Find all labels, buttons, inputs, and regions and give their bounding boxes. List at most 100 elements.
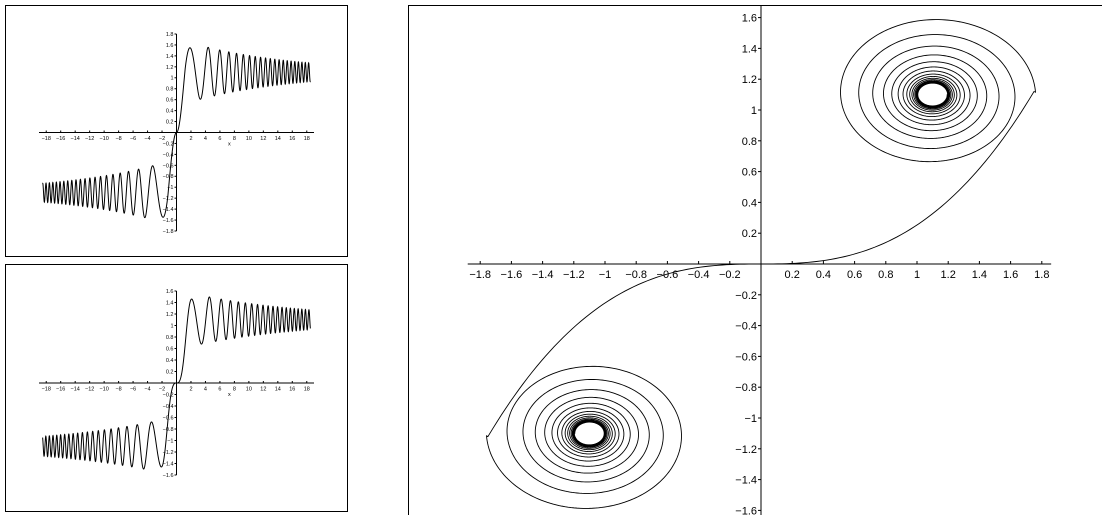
y-tick-label: −1 <box>167 185 173 191</box>
x-tick-label: −1.4 <box>532 269 554 281</box>
x-tick-label: −2 <box>159 136 165 142</box>
x-tick-label: 2 <box>189 136 192 142</box>
y-tick-label: −0.8 <box>735 382 757 394</box>
y-tick-label: −0.4 <box>735 321 757 333</box>
x-tick-label: 16 <box>289 387 295 393</box>
y-tick-label: 1.4 <box>742 43 757 55</box>
y-tick-label: −1 <box>744 413 757 425</box>
x-tick-label: −12 <box>85 136 94 142</box>
y-tick-label: 0.8 <box>166 87 174 93</box>
x-tick-label: 12 <box>260 136 266 142</box>
x-tick-label: −18 <box>42 387 51 393</box>
y-tick-label: −1.2 <box>735 444 757 456</box>
x-tick-label: 0.8 <box>878 269 893 281</box>
y-tick-label: −0.6 <box>163 163 174 169</box>
x-tick-label: 8 <box>233 136 236 142</box>
x-tick-label: 14 <box>275 387 281 393</box>
y-tick-label: −1.4 <box>163 207 174 213</box>
x-tick-label: −0.2 <box>719 269 741 281</box>
y-tick-label: 0.6 <box>166 98 174 104</box>
y-tick-label: −1.8 <box>163 229 174 235</box>
y-tick-label: 1.2 <box>166 312 174 318</box>
x-tick-label: −6 <box>130 136 136 142</box>
x-axis-label: x <box>228 392 231 398</box>
y-tick-label: 1 <box>751 105 757 117</box>
y-tick-label: 0.2 <box>166 119 174 125</box>
x-tick-label: −1.2 <box>563 269 585 281</box>
y-tick-label: 0.2 <box>742 228 757 240</box>
y-tick-label: 0.6 <box>166 346 174 352</box>
y-tick-label: −1.2 <box>163 450 174 456</box>
y-tick-label: 1 <box>170 323 173 329</box>
chart-panel-top-left: −18 −16 −14 −12 −10 −8 −6 −4 −2 2 4 6 8 10 12 14 16 18 −1.… <box>5 5 348 257</box>
x-tick-label: 18 <box>304 387 310 393</box>
y-tick-label: −0.2 <box>163 141 174 147</box>
y-tick-label: 1.6 <box>742 13 757 25</box>
x-tick-label: −1 <box>599 269 612 281</box>
x-tick-label: −0.8 <box>625 269 647 281</box>
chart-panel-phase-portrait: −1.8 −1.6 −1.4 −1.2 −1 −0.8 −0.6 −0.4 −0.2 0.2 0.4… <box>408 5 1102 515</box>
x-tick-label: −16 <box>56 136 65 142</box>
chart-top-left: −18 −16 −14 −12 −10 −8 −6 −4 −2 2 4 6 8 10 12 14 16 18 −1.… <box>39 32 314 235</box>
x-tick-label: −4 <box>144 136 150 142</box>
x-tick-label: −0.4 <box>688 269 710 281</box>
y-tick-label: −0.8 <box>163 174 174 180</box>
x-tick-label: 12 <box>260 387 266 393</box>
x-tick-label: −10 <box>99 387 108 393</box>
series-line <box>42 46 311 219</box>
trajectory-negative <box>485 263 754 509</box>
y-tick-label: 1.2 <box>166 65 174 71</box>
x-tick-label: 1.4 <box>972 269 987 281</box>
x-tick-label: −1.8 <box>469 269 491 281</box>
chart-panel-bottom-left: −18 −16 −14 −12 −10 −8 −6 −4 −2 2 4 6 8 10 12 14 16 18 −1.… <box>5 264 348 512</box>
x-tick-label: −14 <box>71 387 80 393</box>
x-tick-label: 0.6 <box>847 269 862 281</box>
x-tick-label: 8 <box>233 387 236 393</box>
y-tick-label: 0.8 <box>742 136 757 148</box>
x-tick-label: 1.6 <box>1003 269 1018 281</box>
x-tick-label: −4 <box>144 387 150 393</box>
x-tick-label: 1 <box>914 269 920 281</box>
x-tick-label: 1.8 <box>1034 269 1049 281</box>
y-tick-label: −0.4 <box>163 404 174 410</box>
y-tick-label: −1.4 <box>735 475 757 487</box>
y-tick-label: 1.4 <box>166 300 174 306</box>
y-tick-label: −0.6 <box>735 351 757 363</box>
x-tick-label: −10 <box>99 136 108 142</box>
y-tick-label: 0.8 <box>166 335 174 341</box>
y-tick-label: −0.2 <box>735 290 757 302</box>
y-tick-label: 0.4 <box>742 197 757 209</box>
y-tick-label: 1.6 <box>166 289 174 295</box>
x-tick-label: 0.2 <box>785 269 800 281</box>
x-tick-label: −0.6 <box>657 269 679 281</box>
x-tick-label: −1.6 <box>501 269 523 281</box>
x-tick-label: 10 <box>246 136 252 142</box>
x-tick-label: 2 <box>189 387 192 393</box>
y-tick-label: 1.6 <box>166 43 174 49</box>
trajectory-positive <box>768 19 1037 265</box>
chart-bottom-left: −18 −16 −14 −12 −10 −8 −6 −4 −2 2 4 6 8 10 12 14 16 18 −1.… <box>39 289 314 479</box>
x-axis-label: x <box>228 142 231 148</box>
x-tick-label: 10 <box>246 387 252 393</box>
chart-phase-portrait: −1.8 −1.6 −1.4 −1.2 −1 −0.8 −0.6 −0.4 −0.2 0.2 0.4… <box>467 5 1052 515</box>
y-tick-label: −0.8 <box>163 427 174 433</box>
x-tick-label: −2 <box>159 387 165 393</box>
y-tick-label: 0.6 <box>742 167 757 179</box>
y-tick-label: −1.6 <box>163 473 174 479</box>
x-tick-label: 4 <box>204 136 207 142</box>
x-tick-label: 6 <box>218 136 221 142</box>
x-tick-label: 6 <box>218 387 221 393</box>
x-tick-label: 14 <box>275 136 281 142</box>
x-tick-label: 1.2 <box>941 269 956 281</box>
y-tick-label: −0.2 <box>163 392 174 398</box>
x-tick-label: −14 <box>71 136 80 142</box>
y-tick-label: 0.4 <box>166 358 174 364</box>
x-tick-label: −16 <box>56 387 65 393</box>
y-tick-label: −0.4 <box>163 152 174 158</box>
x-tick-label: 18 <box>304 136 310 142</box>
y-tick-label: 1.2 <box>742 74 757 86</box>
y-tick-label: 1.4 <box>166 54 174 60</box>
y-tick-label: −1.4 <box>163 461 174 467</box>
x-tick-label: 0.4 <box>816 269 831 281</box>
x-tick-label: −12 <box>85 387 94 393</box>
